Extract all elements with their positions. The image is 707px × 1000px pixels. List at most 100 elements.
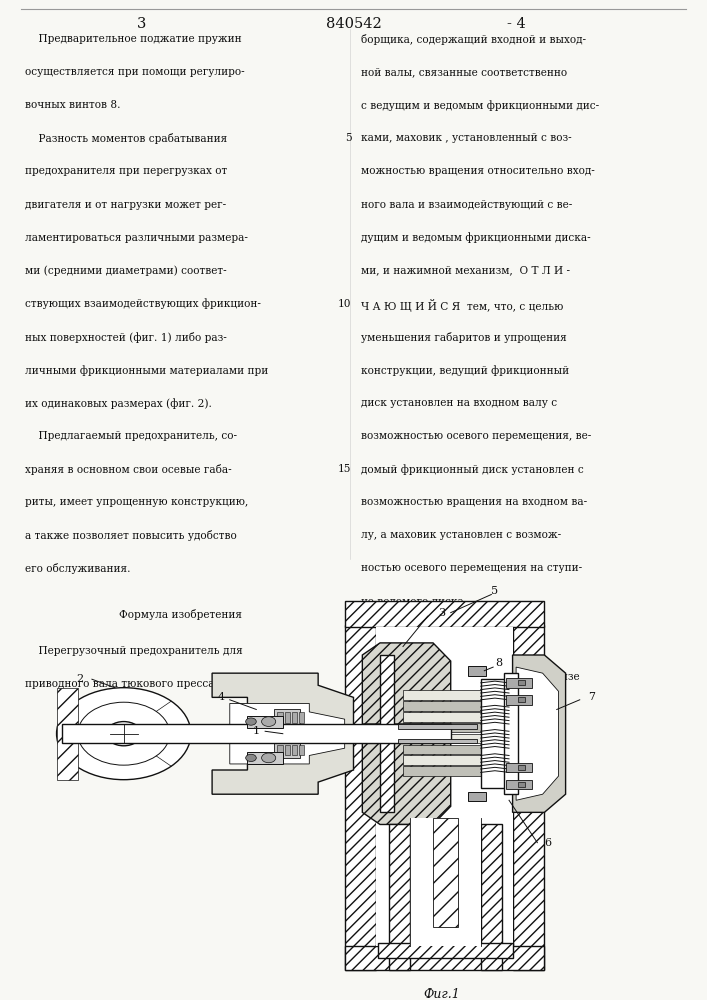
Polygon shape (274, 743, 300, 758)
Text: вочных винтов 8.: вочных винтов 8. (25, 100, 120, 110)
Polygon shape (362, 743, 451, 824)
Text: Формула изобретения: Формула изобретения (119, 609, 242, 620)
Bar (284, 745, 290, 755)
Bar (57, 688, 78, 780)
Text: 10: 10 (338, 299, 351, 309)
Text: двигателя и от нагрузки может рег-: двигателя и от нагрузки может рег- (25, 200, 226, 210)
Bar (403, 755, 491, 765)
Bar (298, 712, 304, 723)
Bar (345, 601, 544, 627)
Bar (468, 666, 486, 676)
Circle shape (246, 754, 257, 762)
Bar (513, 625, 544, 970)
Bar (277, 712, 283, 723)
Text: 1. Патент США № 2723572,: 1. Патент США № 2723572, (361, 705, 526, 715)
Text: Перегрузочный предохранитель для: Перегрузочный предохранитель для (25, 646, 243, 656)
Bar (277, 745, 283, 755)
Bar (62, 724, 451, 743)
Text: ламентироваться различными размера-: ламентироваться различными размера- (25, 233, 247, 243)
Bar (380, 655, 395, 812)
Text: ных поверхностей (фиг. 1) либо раз-: ных поверхностей (фиг. 1) либо раз- (25, 332, 226, 343)
Bar (506, 678, 532, 688)
Bar (433, 818, 458, 927)
Text: с ведущим и ведомым фрикционными дис-: с ведущим и ведомым фрикционными дис- (361, 100, 599, 111)
Text: Предварительное поджатие пружин: Предварительное поджатие пружин (25, 34, 241, 44)
Text: ми, и нажимной механизм,  О Т Л И -: ми, и нажимной механизм, О Т Л И - (361, 266, 570, 276)
Bar (345, 946, 544, 970)
Circle shape (262, 717, 276, 726)
Text: 3: 3 (136, 17, 146, 31)
Text: можностью вращения относительно вход-: можностью вращения относительно вход- (361, 166, 595, 176)
Text: 5: 5 (491, 586, 498, 596)
Text: 3: 3 (438, 608, 445, 618)
Bar (403, 734, 491, 743)
Bar (506, 780, 532, 789)
Text: Источники информации,: Источники информации, (361, 639, 499, 650)
Bar (518, 782, 525, 787)
Bar (284, 712, 290, 723)
Text: риты, имеет упрощенную конструкцию,: риты, имеет упрощенную конструкцию, (25, 497, 248, 507)
Text: 840542: 840542 (326, 17, 381, 31)
Circle shape (246, 718, 257, 725)
Text: 4: 4 (217, 692, 225, 702)
Bar (506, 695, 532, 705)
Bar (503, 673, 518, 794)
Text: принятые во внимание при экспертизе: принятые во внимание при экспертизе (361, 672, 579, 682)
Polygon shape (516, 667, 559, 800)
Text: це ведомого диска.: це ведомого диска. (361, 596, 467, 606)
Text: его обслуживания.: его обслуживания. (25, 563, 130, 574)
Text: ми (средними диаметрами) соответ-: ми (средними диаметрами) соответ- (25, 266, 226, 276)
Circle shape (262, 753, 276, 763)
Bar (518, 680, 525, 685)
Bar (298, 745, 304, 755)
Text: 2: 2 (76, 674, 83, 684)
Text: их одинаковых размерах (фиг. 2).: их одинаковых размерах (фиг. 2). (25, 398, 211, 409)
Text: Разность моментов срабатывания: Разность моментов срабатывания (25, 133, 227, 144)
Bar (403, 723, 491, 732)
Bar (345, 625, 377, 970)
Polygon shape (481, 679, 509, 788)
Text: храняя в основном свои осевые габа-: храняя в основном свои осевые габа- (25, 464, 231, 475)
Text: дущим и ведомым фрикционными диска-: дущим и ведомым фрикционными диска- (361, 233, 590, 243)
Text: 6: 6 (544, 838, 551, 848)
Text: Ч А Ю Щ И Й С Я  тем, что, с целью: Ч А Ю Щ И Й С Я тем, что, с целью (361, 299, 563, 312)
Bar (468, 792, 486, 801)
Circle shape (57, 688, 191, 780)
Text: борщика, содержащий входной и выход-: борщика, содержащий входной и выход- (361, 34, 585, 45)
Bar (518, 697, 525, 702)
Text: домый фрикционный диск установлен с: домый фрикционный диск установлен с (361, 464, 583, 475)
Text: осуществляется при помощи регулиро-: осуществляется при помощи регулиро- (25, 67, 245, 77)
Text: возможностью вращения на входном ва-: возможностью вращения на входном ва- (361, 497, 587, 507)
Bar (403, 712, 491, 722)
Text: ствующих взаимодействующих фрикцион-: ствующих взаимодействующих фрикцион- (25, 299, 261, 309)
Bar (378, 943, 513, 958)
Bar (247, 716, 283, 728)
Text: Предлагаемый предохранитель, со-: Предлагаемый предохранитель, со- (25, 431, 237, 441)
Text: ностью осевого перемещения на ступи-: ностью осевого перемещения на ступи- (361, 563, 582, 573)
Text: возможностью осевого перемещения, ве-: возможностью осевого перемещения, ве- (361, 431, 591, 441)
Circle shape (106, 722, 141, 746)
Text: Фиг.1: Фиг.1 (423, 988, 460, 1000)
Text: ного вала и взаимодействующий с ве-: ного вала и взаимодействующий с ве- (361, 200, 572, 210)
Text: 1: 1 (252, 726, 260, 736)
Text: предохранителя при перегрузках от: предохранителя при перегрузках от (25, 166, 227, 176)
Bar (506, 763, 532, 772)
Text: диск установлен на входном валу с: диск установлен на входном валу с (361, 398, 556, 408)
Bar (518, 765, 525, 770)
Text: кл. 74-572, опублик. 1955.: кл. 74-572, опублик. 1955. (361, 738, 507, 749)
Bar (481, 824, 502, 970)
Polygon shape (513, 655, 566, 812)
Text: 5: 5 (345, 133, 351, 143)
Bar (247, 752, 283, 764)
Circle shape (78, 702, 170, 765)
Bar (403, 766, 491, 776)
Bar (397, 724, 477, 729)
Bar (403, 745, 491, 754)
Bar (403, 690, 491, 700)
Text: - 4: - 4 (507, 17, 525, 31)
Text: личными фрикционными материалами при: личными фрикционными материалами при (25, 365, 268, 376)
Bar (291, 745, 297, 755)
Bar (410, 818, 481, 946)
Text: уменьшения габаритов и упрощения: уменьшения габаритов и упрощения (361, 332, 566, 343)
Text: 15: 15 (338, 464, 351, 474)
